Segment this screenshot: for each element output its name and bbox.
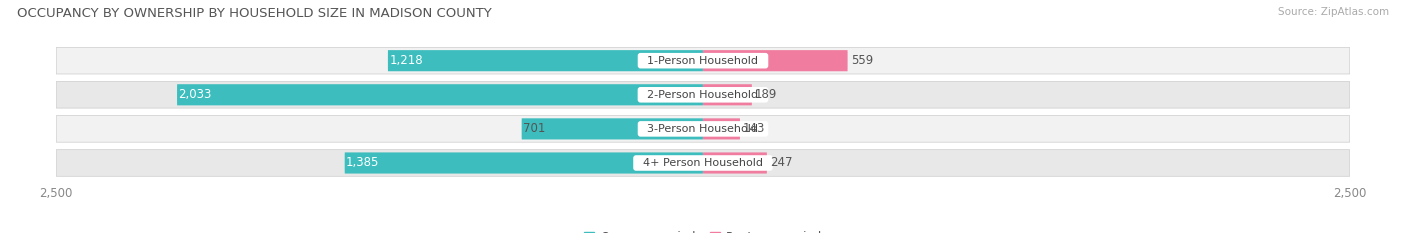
Legend: Owner-occupied, Renter-occupied: Owner-occupied, Renter-occupied — [579, 226, 827, 233]
Text: Source: ZipAtlas.com: Source: ZipAtlas.com — [1278, 7, 1389, 17]
FancyBboxPatch shape — [177, 84, 703, 105]
FancyBboxPatch shape — [388, 50, 703, 71]
FancyBboxPatch shape — [703, 50, 848, 71]
FancyBboxPatch shape — [56, 150, 1350, 176]
Text: 1,218: 1,218 — [389, 54, 423, 67]
Text: 559: 559 — [851, 54, 873, 67]
FancyBboxPatch shape — [344, 152, 703, 174]
FancyBboxPatch shape — [703, 118, 740, 140]
FancyBboxPatch shape — [56, 47, 1350, 74]
Text: 1-Person Household: 1-Person Household — [641, 56, 765, 66]
Text: 2,033: 2,033 — [179, 88, 212, 101]
Text: 143: 143 — [744, 122, 765, 135]
FancyBboxPatch shape — [56, 82, 1350, 108]
FancyBboxPatch shape — [56, 116, 1350, 142]
FancyBboxPatch shape — [522, 118, 703, 140]
FancyBboxPatch shape — [703, 84, 752, 105]
Text: OCCUPANCY BY OWNERSHIP BY HOUSEHOLD SIZE IN MADISON COUNTY: OCCUPANCY BY OWNERSHIP BY HOUSEHOLD SIZE… — [17, 7, 492, 20]
Text: 247: 247 — [770, 157, 793, 169]
Text: 1,385: 1,385 — [346, 157, 380, 169]
FancyBboxPatch shape — [703, 152, 766, 174]
Text: 189: 189 — [755, 88, 778, 101]
Text: 3-Person Household: 3-Person Household — [641, 124, 765, 134]
Text: 701: 701 — [523, 122, 546, 135]
Text: 2-Person Household: 2-Person Household — [641, 90, 765, 100]
Text: 4+ Person Household: 4+ Person Household — [636, 158, 770, 168]
